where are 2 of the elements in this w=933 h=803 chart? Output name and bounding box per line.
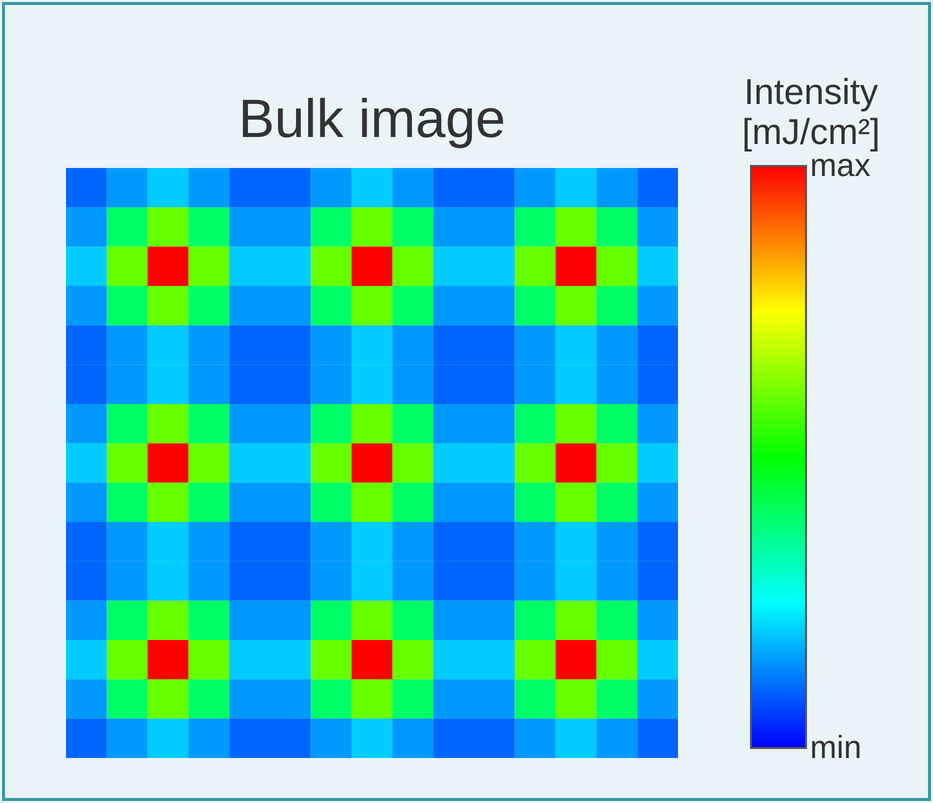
chart-title: Bulk image <box>238 89 506 149</box>
color-bar-label: min <box>810 729 862 765</box>
